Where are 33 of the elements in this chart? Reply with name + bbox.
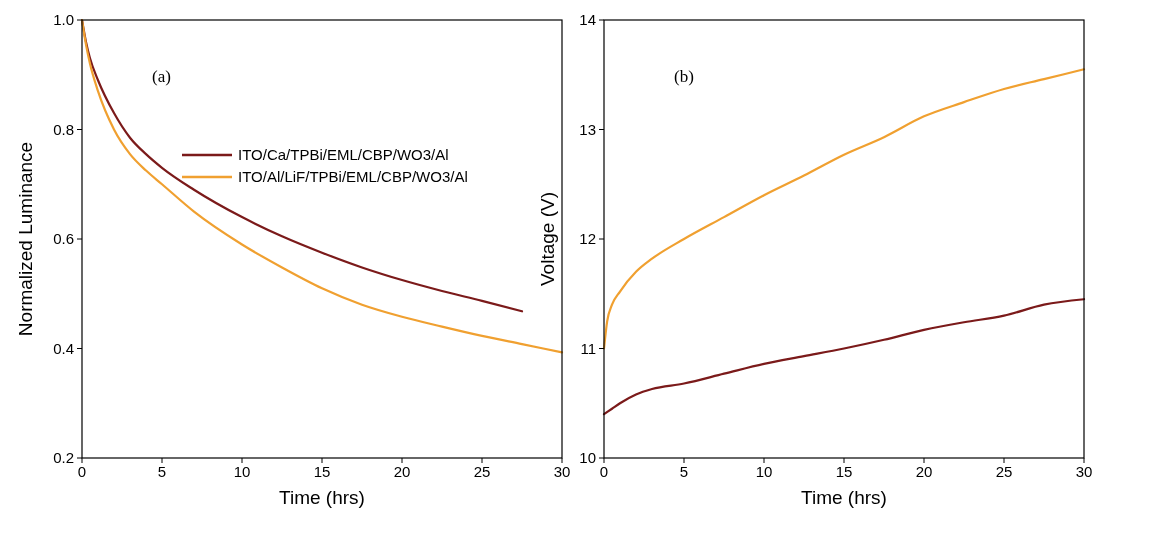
line-series <box>602 298 1086 416</box>
y-tick-label: 0.2 <box>53 449 74 466</box>
x-tick-label: 5 <box>157 463 167 480</box>
legend-label: ITO/Ca/TPBi/EML/CBP/WO3/Al <box>238 146 449 163</box>
x-tick-label: 25 <box>473 463 491 480</box>
x-tick-label: 10 <box>755 463 773 480</box>
x-tick-label: 25 <box>995 463 1013 480</box>
x-tick-label: 0 <box>599 463 609 480</box>
y-tick-label: 0.6 <box>53 230 74 247</box>
y-tick-label: 14 <box>579 11 596 28</box>
legend-label: ITO/Al/LiF/TPBi/EML/CBP/WO3/Al <box>238 168 468 185</box>
x-tick-label: 20 <box>915 463 933 480</box>
x-axis-title: Time (hrs) <box>279 487 365 508</box>
x-tick-label: 30 <box>553 463 571 480</box>
y-axis-title: Voltage (V) <box>537 192 558 286</box>
y-tick-label: 11 <box>580 339 596 357</box>
x-tick-label: 15 <box>313 463 331 480</box>
annotation: (a) <box>152 67 171 86</box>
y-tick-label: 10 <box>579 449 596 466</box>
annotation: (b) <box>674 67 694 86</box>
y-tick-label: 1.0 <box>53 11 74 28</box>
x-tick-label: 5 <box>679 463 689 480</box>
y-axis-title: Normalized Luminance <box>15 141 36 337</box>
y-tick-label: 12 <box>579 230 596 247</box>
x-tick-label: 30 <box>1075 463 1093 480</box>
y-tick-label: 13 <box>579 120 596 138</box>
x-tick-label: 15 <box>835 463 853 480</box>
y-tick-label: 0.4 <box>53 339 74 357</box>
x-tick-label: 0 <box>77 463 87 480</box>
x-axis-title: Time (hrs) <box>801 487 887 508</box>
x-tick-label: 20 <box>393 463 411 480</box>
y-tick-label: 0.8 <box>53 120 74 138</box>
x-tick-label: 10 <box>233 463 251 480</box>
